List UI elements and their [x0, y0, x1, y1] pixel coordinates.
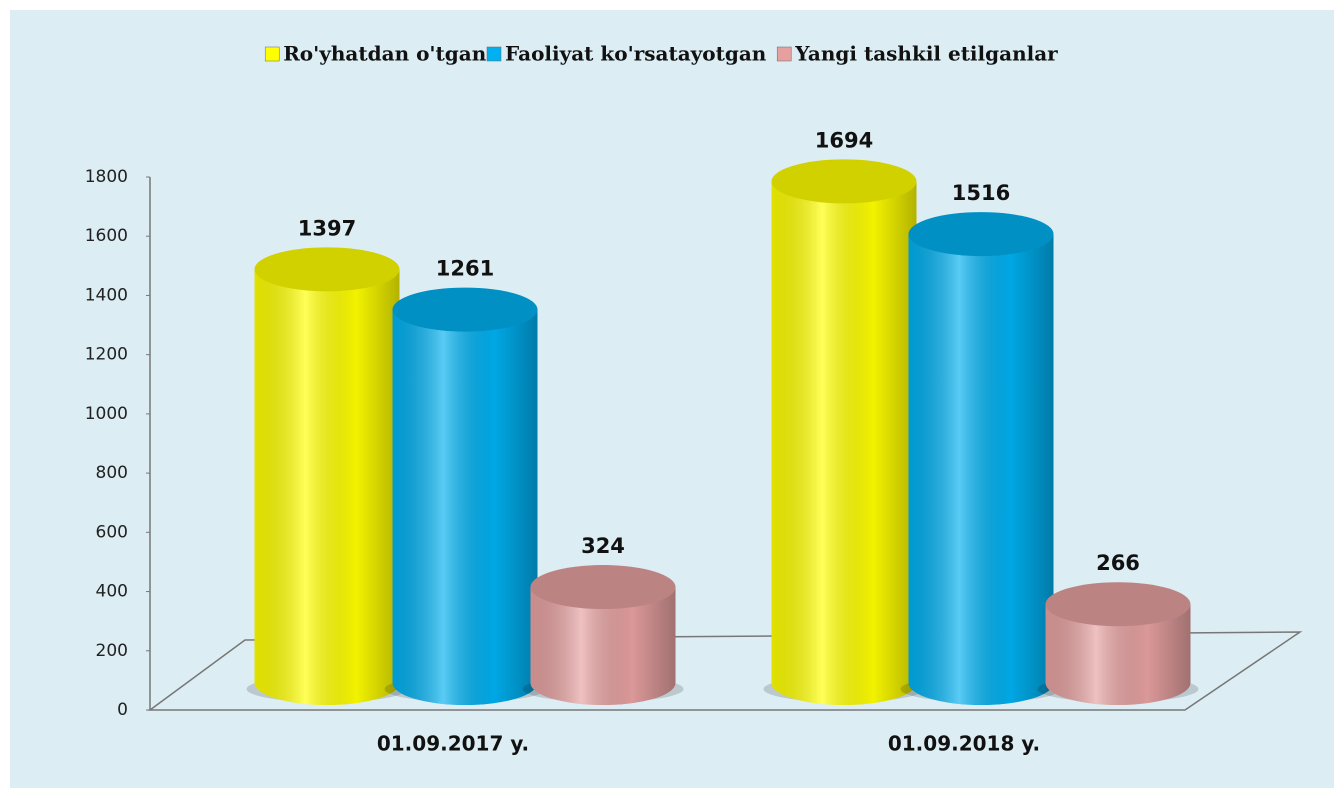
data-label: 1516 — [952, 181, 1010, 205]
bar-shading — [254, 269, 400, 705]
bar-shading — [771, 181, 917, 706]
bar-shading — [908, 234, 1054, 705]
bar-top-shade — [1045, 582, 1191, 627]
bar-top-shade — [530, 565, 676, 610]
bar-top — [392, 287, 538, 332]
data-label: 1397 — [298, 216, 356, 240]
y-tick-label: 1800 — [85, 167, 128, 187]
legend-swatch — [776, 46, 792, 62]
bar-shading — [530, 587, 676, 705]
bar-top-shade — [392, 287, 538, 332]
bar-shading — [1045, 604, 1191, 705]
y-tick-label: 1400 — [85, 285, 128, 305]
y-tick-label: 0 — [117, 700, 128, 720]
legend-label: Ro'yhatdan o'tgan — [283, 42, 487, 66]
y-tick-label: 1600 — [85, 226, 128, 246]
y-tick-label: 400 — [96, 582, 128, 602]
legend-swatch — [264, 46, 280, 62]
bar-shading — [392, 309, 538, 705]
bar-top — [254, 247, 400, 292]
legend-label: Faoliyat ko'rsatayotgan — [505, 42, 767, 66]
bar-top — [908, 212, 1054, 257]
data-label: 324 — [581, 534, 625, 558]
y-tick-label: 600 — [96, 522, 128, 542]
y-tick-label: 1200 — [85, 345, 128, 365]
legend-swatch — [486, 46, 502, 62]
bar-top-shade — [771, 159, 917, 204]
data-label: 1261 — [436, 257, 494, 281]
data-label: 266 — [1096, 551, 1140, 575]
bar-top — [1045, 582, 1191, 627]
legend-label: Yangi tashkil etilganlar — [794, 42, 1058, 66]
bar-top-shade — [908, 212, 1054, 257]
bar-top — [530, 565, 676, 610]
bar-top — [771, 159, 917, 204]
x-tick-label: 01.09.2017 y. — [377, 732, 529, 756]
x-tick-label: 01.09.2018 y. — [888, 732, 1040, 756]
y-tick-label: 200 — [96, 641, 128, 661]
data-label: 1694 — [815, 128, 873, 152]
bar-top-shade — [254, 247, 400, 292]
y-tick-label: 1000 — [85, 404, 128, 424]
y-tick-label: 800 — [96, 463, 128, 483]
